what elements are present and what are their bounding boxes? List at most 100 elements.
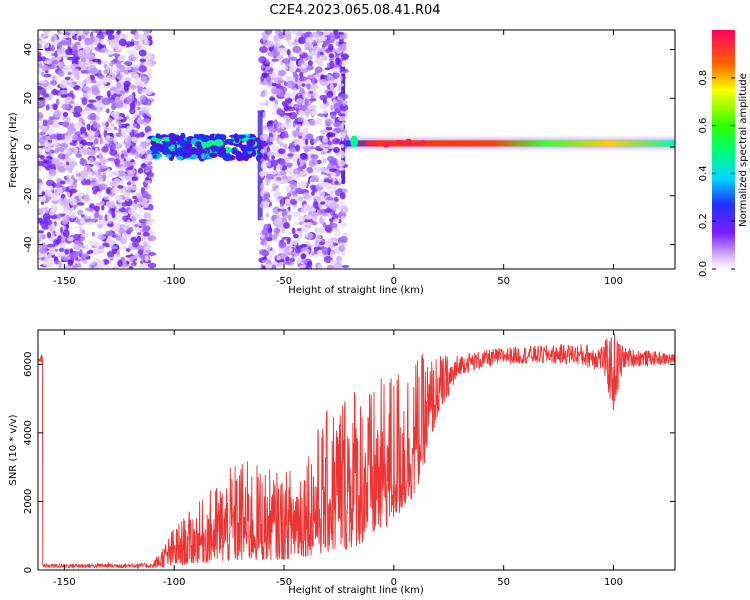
spectrogram-noise-blob (61, 133, 66, 141)
spectrogram-noise-blob (339, 192, 346, 200)
spectrogram-noise-blob (85, 218, 92, 223)
spectrogram-noise-blob (84, 37, 92, 46)
spectrogram-noise-blob (329, 168, 338, 172)
spectrogram-noise-blob (266, 145, 271, 154)
spectrogram-signal-blob (209, 152, 218, 158)
spectrogram-noise-blob (45, 190, 53, 196)
spectrogram-noise-blob (95, 81, 105, 86)
spectrogram-noise-blob (50, 205, 55, 213)
spectrogram-noise-blob (317, 31, 323, 36)
spectrogram-noise-blob (260, 216, 265, 220)
spectrogram-signal-blob (213, 139, 224, 147)
spectrogram-noise-blob (84, 106, 90, 111)
spectrogram-noise-blob (38, 160, 44, 167)
spectrogram-noise-blob (65, 178, 74, 185)
spectrogram-noise-blob (115, 233, 121, 241)
spectrogram-noise-blob (127, 49, 136, 55)
spectrogram-noise-blob (42, 119, 48, 127)
spectrogram-noise-blob (76, 143, 83, 148)
snr-x-tick-label: 0 (391, 577, 397, 588)
spectrogram-noise-blob (327, 175, 332, 180)
spectrogram-noise-blob (331, 67, 341, 73)
spectrogram-noise-blob (38, 230, 45, 234)
spectrogram-x-tick-label: -100 (163, 276, 186, 287)
spectrogram-noise-blob (80, 80, 85, 87)
spectrogram-noise-blob (121, 260, 127, 268)
spectrogram-noise-blob (52, 103, 58, 111)
spectrogram-noise-blob (278, 241, 287, 249)
spectrogram-noise-blob (38, 194, 46, 203)
spectrogram-noise-blob (287, 97, 292, 105)
spectrogram-noise-blob (91, 261, 96, 266)
spectrogram-noise-blob (97, 58, 102, 65)
spectrogram-noise-blob (138, 49, 147, 57)
spectrogram-noise-blob (126, 125, 135, 130)
spectrogram-noise-blob (72, 134, 78, 141)
spectrogram-noise-blob (44, 94, 50, 98)
spectrogram-noise-blob (101, 97, 111, 105)
spectrogram-noise-blob (292, 30, 298, 33)
spectrogram-noise-blob (120, 211, 129, 217)
spectrogram-noise-blob (39, 131, 46, 136)
spectrogram-noise-blob (269, 97, 276, 101)
spectrogram-noise-blob (112, 170, 120, 177)
spectrogram-noise-blob (284, 112, 293, 116)
spectrogram-signal-blob (164, 154, 172, 158)
spectrogram-noise-blob (46, 243, 56, 248)
spectrogram-noise-blob (298, 110, 304, 118)
spectrogram-signal-blob (224, 138, 235, 143)
spectrogram-noise-blob (283, 248, 288, 253)
spectrogram-noise-blob (117, 218, 123, 223)
spectrogram-noise-blob (309, 84, 317, 92)
spectrogram-noise-blob (338, 44, 347, 52)
spectrogram-noise-blob (314, 239, 321, 248)
spectrogram-noise-blob (296, 97, 303, 106)
spectrogram-noise-blob (336, 255, 343, 262)
colorbar-label: Normalized spectral amplitude (738, 73, 749, 227)
spectrogram-noise-blob (55, 140, 61, 144)
snr-x-label: Height of straight line (km) (288, 585, 424, 596)
spectrogram-noise-blob (269, 232, 273, 238)
spectrogram-noise-blob (84, 244, 89, 251)
spectrogram-carrier-blob (370, 140, 377, 145)
spectrogram-noise-blob (42, 258, 49, 267)
spectrogram-noise-blob (291, 41, 299, 46)
spectrogram-noise-blob (54, 50, 59, 58)
spectrogram-noise-blob (142, 240, 148, 248)
spectrogram-noise-blob (327, 162, 336, 171)
spectrogram-noise-blob (46, 254, 53, 261)
spectrogram-noise-blob (337, 237, 341, 244)
spectrogram-signal-blob (153, 154, 158, 159)
spectrogram-noise-blob (341, 178, 345, 185)
spectrogram-noise-blob (265, 66, 270, 71)
spectrogram-noise-blob (108, 172, 113, 178)
spectrogram-noise-blob (119, 224, 127, 228)
spectrogram-noise-blob (144, 165, 153, 170)
spectrogram-noise-blob (63, 136, 72, 144)
colorbar-tick-label: 0.6 (698, 118, 709, 134)
snr-line (38, 333, 675, 570)
spectrogram-noise-blob (322, 157, 327, 164)
spectrogram-noise-blob (89, 112, 97, 121)
spectrogram-noise-blob (134, 106, 138, 111)
spectrogram-noise-blob (146, 55, 155, 61)
spectrogram-noise-blob (280, 170, 287, 176)
spectrogram-noise-blob (284, 94, 294, 99)
spectrogram-noise-blob (311, 31, 318, 38)
spectrogram-noise-blob (318, 118, 323, 126)
spectrogram-noise-blob (273, 128, 279, 132)
spectrogram-noise-blob (273, 165, 277, 171)
spectrogram-noise-blob (38, 178, 43, 184)
spectrogram-noise-blob (117, 55, 126, 62)
spectrogram-x-label: Height of straight line (km) (288, 285, 424, 296)
spectrogram-noise-blob (130, 262, 137, 266)
spectrogram-noise-blob (317, 113, 327, 117)
spectrogram-noise-blob (263, 202, 270, 209)
spectrogram-noise-blob (314, 66, 323, 73)
spectrogram-noise-blob (329, 259, 338, 265)
spectrogram-noise-blob (134, 223, 139, 228)
spectrogram-noise-blob (276, 54, 284, 60)
spectrogram-noise-blob (38, 256, 46, 261)
spectrogram-noise-blob (271, 58, 279, 62)
spectrogram-noise-blob (307, 232, 314, 240)
